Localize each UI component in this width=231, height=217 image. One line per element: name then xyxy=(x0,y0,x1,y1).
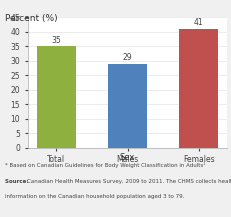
Text: 29: 29 xyxy=(122,53,132,62)
Text: 41: 41 xyxy=(193,18,203,27)
Text: Sex: Sex xyxy=(119,153,135,162)
Bar xyxy=(108,64,146,148)
Text: information on the Canadian household population aged 3 to 79.: information on the Canadian household po… xyxy=(5,194,183,199)
Text: Source:: Source: xyxy=(5,179,30,184)
Text: 35: 35 xyxy=(51,36,61,44)
Text: Percent (%): Percent (%) xyxy=(5,14,57,23)
Text: * Based on Canadian Guidelines for Body Weight Classification in Adults¹: * Based on Canadian Guidelines for Body … xyxy=(5,162,204,168)
Bar xyxy=(178,29,217,148)
Text: Canadian Health Measures Survey, 2009 to 2011. The CHMS collects health: Canadian Health Measures Survey, 2009 to… xyxy=(27,179,231,184)
Bar xyxy=(37,46,76,148)
